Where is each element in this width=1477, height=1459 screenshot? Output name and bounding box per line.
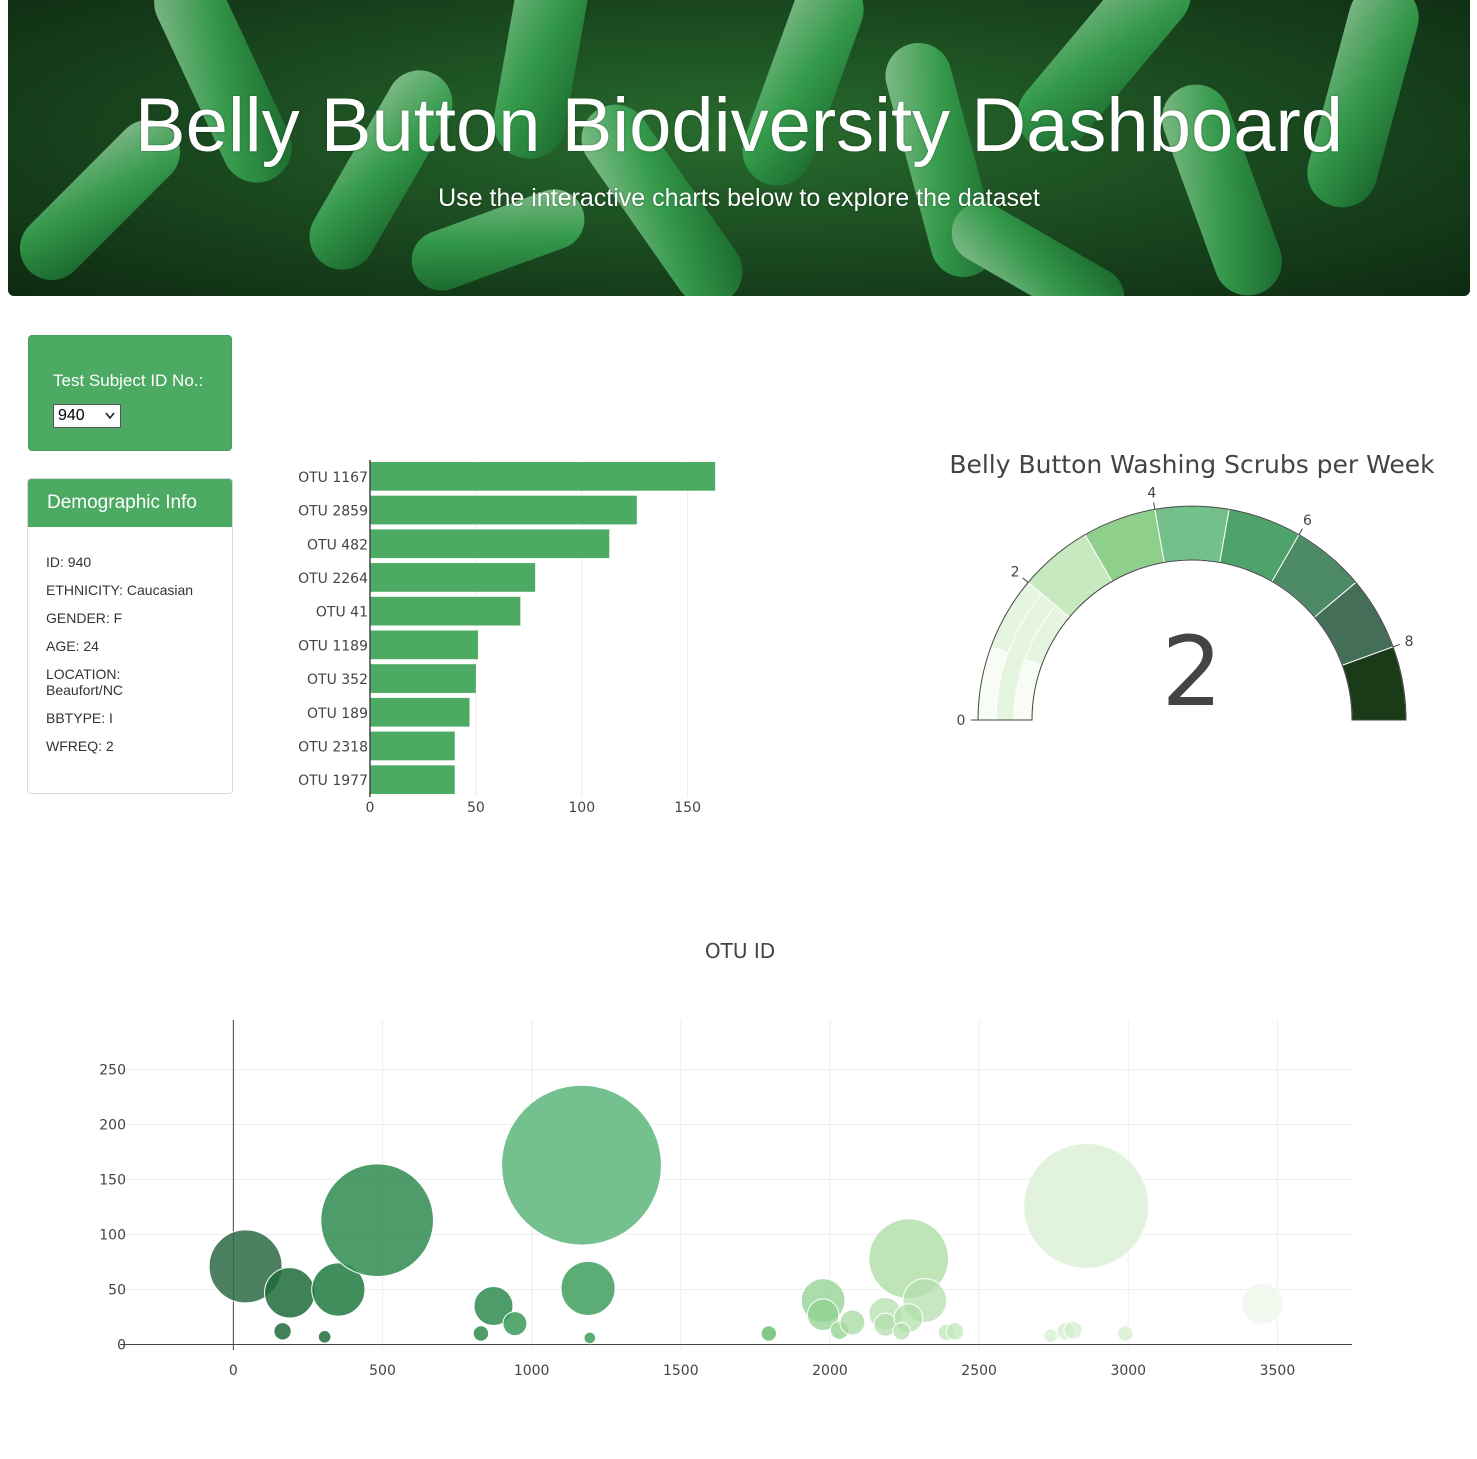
demographic-location: LOCATION: Beaufort/NC (46, 666, 124, 698)
page-subtitle: Use the interactive charts below to expl… (438, 184, 1040, 212)
bubble-y-tick-label: 50 (108, 1283, 126, 1299)
bar-category-label: OTU 1189 (298, 638, 368, 654)
gauge-tick-label: 8 (1405, 634, 1414, 650)
bar-x-tick-label: 150 (674, 800, 701, 816)
bar-category-label: OTU 1977 (298, 773, 368, 789)
subject-id-dropdown[interactable]: 940 (53, 404, 121, 428)
bubble-point-0 (208, 1229, 283, 1304)
bubble-point-25 (1023, 1142, 1150, 1269)
gauge-step-4 (1154, 505, 1230, 564)
subject-id-selected-value: 940 (58, 407, 85, 424)
bar-otu-482 (370, 529, 610, 559)
bubble-point-11 (583, 1331, 597, 1345)
bubble-point-28 (1063, 1320, 1083, 1340)
bar-otu-41 (370, 596, 521, 626)
bubble-point-14 (806, 1298, 840, 1332)
bubble-y-tick-label: 0 (117, 1338, 126, 1354)
bar-otu-2264 (370, 563, 536, 592)
demographic-id: ID: 940 (46, 554, 92, 570)
demographic-wfreq: WFREQ: 2 (46, 738, 114, 754)
bar-category-label: OTU 482 (307, 537, 368, 553)
gauge-tick (1153, 502, 1156, 510)
bar-otu-2859 (370, 495, 637, 525)
chevron-down-icon (104, 405, 116, 434)
bubble-y-tick-label: 200 (99, 1118, 126, 1134)
header-banner: Belly Button Biodiversity Dashboard Use … (8, 0, 1470, 296)
bubble-point-12 (760, 1325, 778, 1342)
bar-x-tick-label: 50 (467, 800, 485, 816)
bubble-x-tick-label: 3500 (1260, 1363, 1296, 1379)
bar-otu-1977 (370, 765, 455, 794)
bubble-x-axis-title: OTU ID (705, 939, 775, 963)
bubble-point-3 (320, 1163, 434, 1278)
bubble-point-24 (945, 1322, 965, 1341)
top-otu-bar-chart[interactable]: 0 50 100 150 OTU 1167 OTU 2859 OTU 482 OTU 2264… (280, 450, 750, 830)
bubble-point-6 (501, 1084, 662, 1246)
gauge-tick-label: 6 (1303, 513, 1312, 529)
bubble-point-26 (1043, 1328, 1058, 1343)
bubble-y-tick-label: 250 (99, 1063, 126, 1079)
bar-category-label: OTU 2264 (298, 571, 368, 587)
bar-otu-189 (370, 697, 470, 727)
gauge-title: Belly Button Washing Scrubs per Week (949, 450, 1435, 479)
demographic-ethnicity: ETHNICITY: Caucasian (46, 582, 194, 598)
bubble-x-tick-label: 1500 (663, 1363, 699, 1379)
bubble-point-1 (264, 1267, 316, 1319)
bar-otu-1189 (370, 630, 478, 660)
bar-category-label: OTU 2859 (298, 504, 368, 520)
gauge-tick-label: 2 (1011, 565, 1020, 581)
subject-selector-card: Test Subject ID No.: 940 (28, 335, 232, 451)
demographic-info-heading: Demographic Info (28, 479, 232, 527)
bubble-point-16 (839, 1309, 866, 1336)
bubble-point-5 (317, 1329, 332, 1344)
bubble-x-tick-label: 0 (229, 1363, 238, 1379)
bubble-point-7 (560, 1260, 616, 1316)
demographic-info-body: ID: 940 ETHNICITY: Caucasian GENDER: F A… (28, 527, 232, 754)
bacteria-background-image (8, 0, 1470, 296)
bar-x-tick-label: 0 (366, 800, 375, 816)
bubble-point-4 (273, 1322, 292, 1341)
subject-select-label: Test Subject ID No.: (53, 371, 204, 390)
bar-x-tick-label: 100 (568, 800, 595, 816)
bubble-point-10 (472, 1325, 490, 1342)
gauge-value-bar (995, 593, 1057, 721)
bar-otu-352 (370, 664, 476, 693)
bar-category-label: OTU 352 (307, 672, 368, 688)
otu-bubble-chart[interactable]: OTU ID 0 500 1000 1500 2000 2500 3000 3500 0 50 100… (60, 930, 1390, 1400)
demographic-info-panel: Demographic Info ID: 940 ETHNICITY: Cauc… (27, 478, 233, 794)
bar-category-label: OTU 1167 (298, 470, 368, 486)
page-title: Belly Button Biodiversity Dashboard (134, 83, 1344, 168)
gauge-tick-label: 4 (1147, 486, 1156, 502)
bar-category-label: OTU 189 (307, 706, 368, 722)
gauge-tick-label: 0 (957, 713, 966, 729)
wash-frequency-gauge[interactable]: Belly Button Washing Scrubs per Week 0 2 4 6… (930, 440, 1460, 750)
bar-otu-2318 (370, 731, 455, 761)
gauge-tick (1298, 528, 1303, 535)
bubble-x-tick-label: 2500 (961, 1363, 997, 1379)
bubble-x-tick-label: 3000 (1110, 1363, 1146, 1379)
bubble-x-tick-label: 500 (369, 1363, 396, 1379)
gauge-tick (1392, 643, 1400, 648)
bar-otu-1167 (370, 462, 716, 491)
bar-category-label: OTU 2318 (298, 739, 368, 755)
bubble-y-tick-label: 150 (99, 1173, 126, 1189)
bubble-x-tick-label: 2000 (812, 1363, 848, 1379)
bubble-point-30 (1241, 1282, 1284, 1325)
gauge-value-number: 2 (1161, 616, 1222, 728)
bubble-point-2 (311, 1262, 366, 1317)
bubble-y-tick-label: 100 (99, 1228, 126, 1244)
gauge-outline (977, 505, 1407, 721)
bubble-point-22 (892, 1322, 911, 1341)
demographic-gender: GENDER: F (46, 610, 123, 626)
bubble-x-tick-label: 1000 (514, 1363, 550, 1379)
gauge-tick (1022, 577, 1029, 583)
bubble-point-9 (502, 1311, 528, 1337)
bubble-point-8 (473, 1285, 514, 1327)
demographic-age: AGE: 24 (46, 638, 99, 654)
bubble-point-29 (1117, 1325, 1134, 1342)
bar-category-label: OTU 41 (316, 605, 368, 621)
demographic-bbtype: BBTYPE: I (46, 710, 113, 726)
